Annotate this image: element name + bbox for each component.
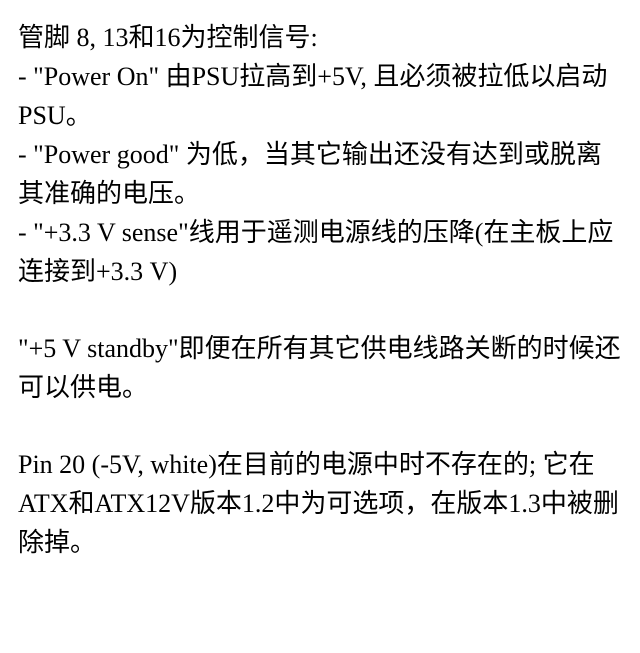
- section-1-bullet-3: - "+3.3 V sense"线用于遥测电源线的压降(在主板上应连接到+3.3…: [18, 213, 622, 291]
- section-1-heading: 管脚 8, 13和16为控制信号:: [18, 18, 622, 57]
- section-1-bullet-2: - "Power good" 为低，当其它输出还没有达到或脱离其准确的电压。: [18, 135, 622, 213]
- section-2-text: "+5 V standby"即便在所有其它供电线路关断的时候还可以供电。: [18, 329, 622, 407]
- paragraph-spacer-2: [18, 407, 622, 445]
- section-1-bullet-1: - "Power On" 由PSU拉高到+5V, 且必须被拉低以启动PSU。: [18, 57, 622, 135]
- paragraph-spacer-1: [18, 291, 622, 329]
- section-3-text: Pin 20 (-5V, white)在目前的电源中时不存在的; 它在ATX和A…: [18, 445, 622, 562]
